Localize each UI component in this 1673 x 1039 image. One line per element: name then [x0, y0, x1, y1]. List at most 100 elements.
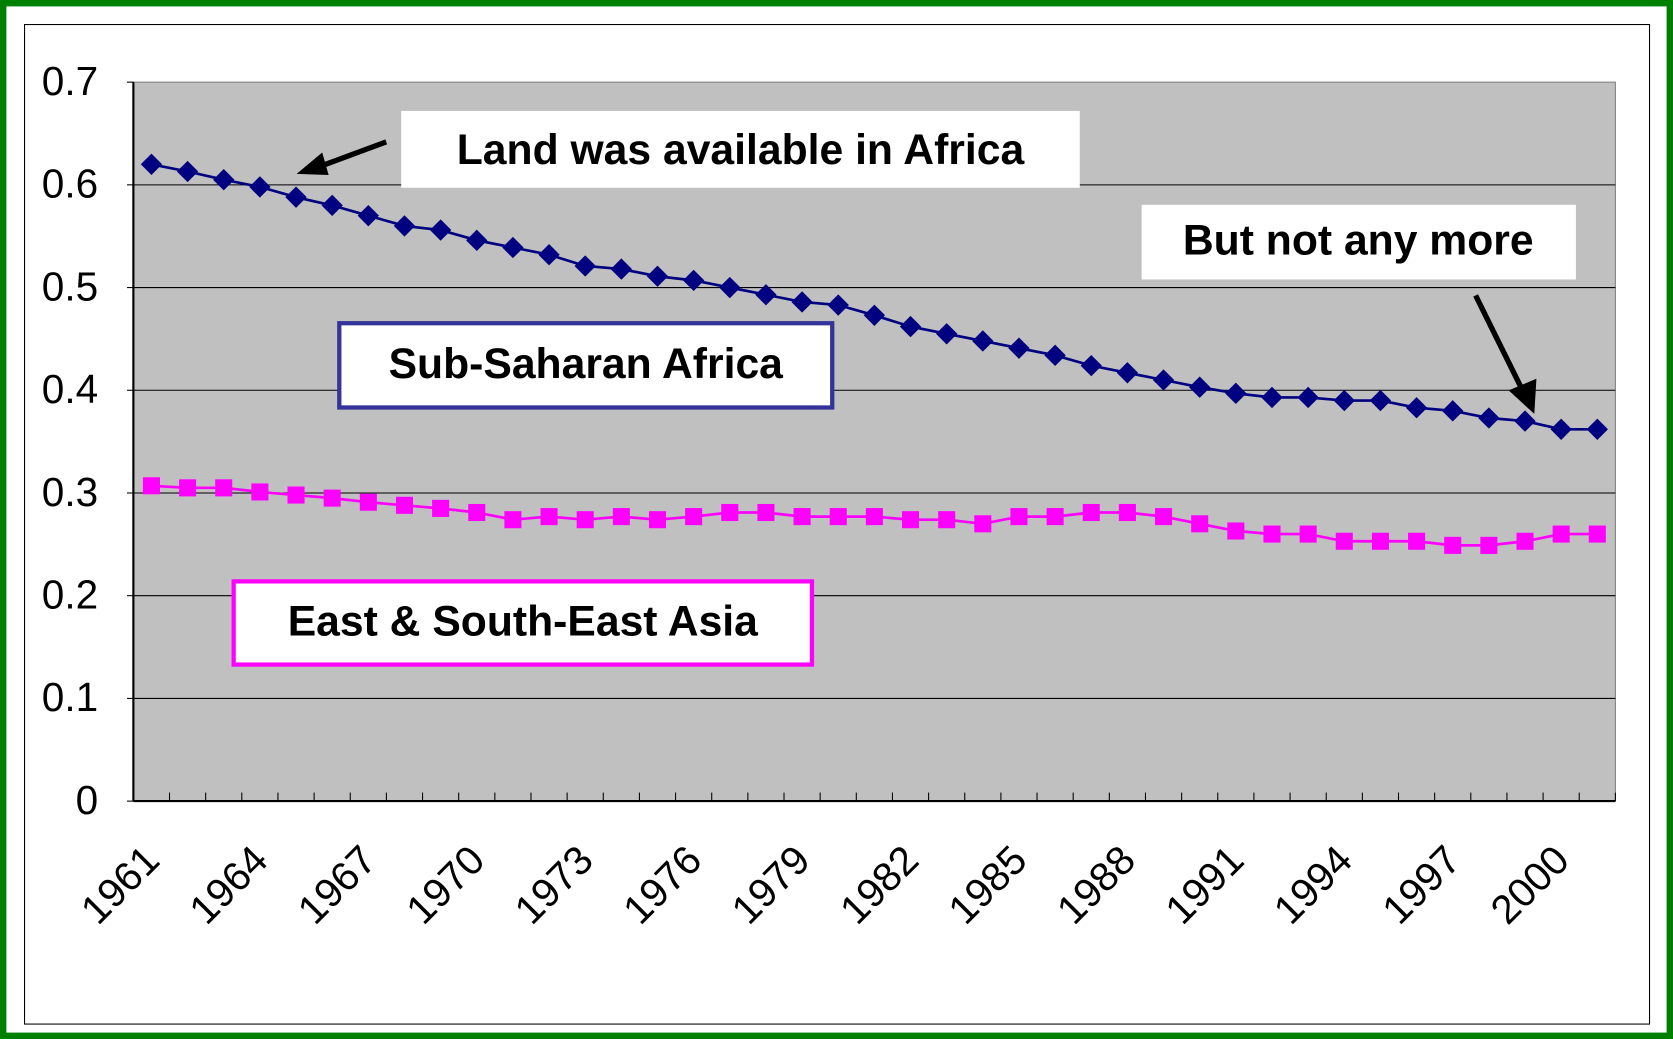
marker [1152, 369, 1175, 391]
marker [1297, 386, 1319, 409]
marker [1263, 525, 1281, 543]
marker [936, 323, 958, 345]
label-box [337, 321, 835, 410]
marker [251, 483, 269, 501]
marker [1480, 536, 1498, 554]
marker [972, 330, 994, 352]
annotation-box [401, 110, 1080, 188]
marker [576, 511, 594, 529]
marker [865, 508, 883, 526]
marker [249, 176, 271, 198]
arrow-head [296, 152, 329, 175]
marker [1189, 376, 1211, 398]
marker [1191, 515, 1209, 533]
marker [755, 284, 777, 306]
marker [1444, 536, 1462, 554]
arrow [319, 139, 388, 169]
marker [719, 276, 741, 299]
marker [1335, 532, 1353, 550]
marker [504, 511, 522, 529]
marker [1516, 532, 1534, 550]
marker [1333, 389, 1355, 412]
arrow-head [1508, 378, 1537, 414]
marker [140, 153, 163, 175]
marker [1046, 508, 1064, 526]
annotation-1: Land was available in Africa [296, 110, 1080, 188]
annotation-text: But not any more [1183, 216, 1534, 264]
series-label-2: East & South-East Asia [231, 579, 815, 667]
marker [502, 236, 524, 259]
marker [538, 244, 560, 266]
annotation-box [1141, 204, 1576, 280]
marker [1371, 532, 1389, 550]
marker [901, 511, 920, 529]
marker [540, 508, 558, 526]
marker [466, 229, 488, 251]
marker [1010, 508, 1028, 526]
y-tick-label: 0.4 [42, 366, 98, 412]
marker [429, 219, 452, 241]
marker [176, 160, 199, 183]
y-tick-label: 0.3 [42, 469, 98, 515]
marker [1080, 354, 1102, 377]
marker [793, 508, 811, 526]
marker [1514, 410, 1536, 432]
marker [791, 291, 813, 313]
marker [323, 489, 341, 507]
marker [1155, 508, 1173, 526]
marker [863, 304, 886, 326]
marker [1369, 389, 1392, 412]
marks [140, 153, 1608, 554]
marker [682, 269, 705, 292]
marker [285, 186, 307, 208]
marker [1299, 525, 1317, 543]
y-tick-label: 0.1 [42, 674, 98, 720]
marker [721, 503, 739, 522]
marker [287, 486, 305, 504]
plot-area [132, 81, 1616, 802]
series-label-1: Sub-Saharan Africa [337, 321, 835, 410]
marker [648, 511, 667, 529]
marker [1405, 397, 1428, 419]
arrow [1473, 294, 1524, 390]
marker [757, 503, 775, 522]
label-box [231, 579, 815, 667]
marker [685, 508, 703, 526]
marker [1478, 407, 1500, 429]
y-tick-label: 0 [76, 777, 99, 823]
marker [1227, 522, 1245, 540]
marker [1588, 525, 1606, 543]
marker [1586, 418, 1608, 440]
marker [1008, 337, 1030, 359]
marker [393, 215, 416, 237]
marker [938, 511, 956, 529]
marker [827, 294, 849, 316]
marker [1408, 532, 1426, 550]
marker [1442, 400, 1464, 422]
series-label: East & South-East Asia [288, 597, 758, 645]
marker [1552, 525, 1570, 543]
marker [829, 508, 847, 526]
marker [899, 315, 922, 338]
marker [1550, 418, 1572, 440]
annotation-2: But not any more [1141, 204, 1576, 414]
marker [395, 496, 414, 514]
marker [468, 503, 486, 522]
marker [1116, 362, 1139, 384]
y-tick-label: 0.2 [42, 572, 98, 618]
marker [574, 255, 596, 277]
marker [974, 515, 992, 533]
marker [215, 479, 233, 497]
marker [357, 204, 379, 227]
marker [610, 258, 633, 280]
marker [1044, 344, 1066, 367]
marker [612, 508, 630, 526]
marker [1118, 503, 1136, 522]
series-label: Sub-Saharan Africa [389, 340, 784, 388]
marker [1082, 503, 1100, 522]
marker [179, 479, 197, 497]
annotation-text: Land was available in Africa [457, 126, 1025, 174]
marker [1225, 382, 1247, 405]
marker [142, 477, 160, 495]
